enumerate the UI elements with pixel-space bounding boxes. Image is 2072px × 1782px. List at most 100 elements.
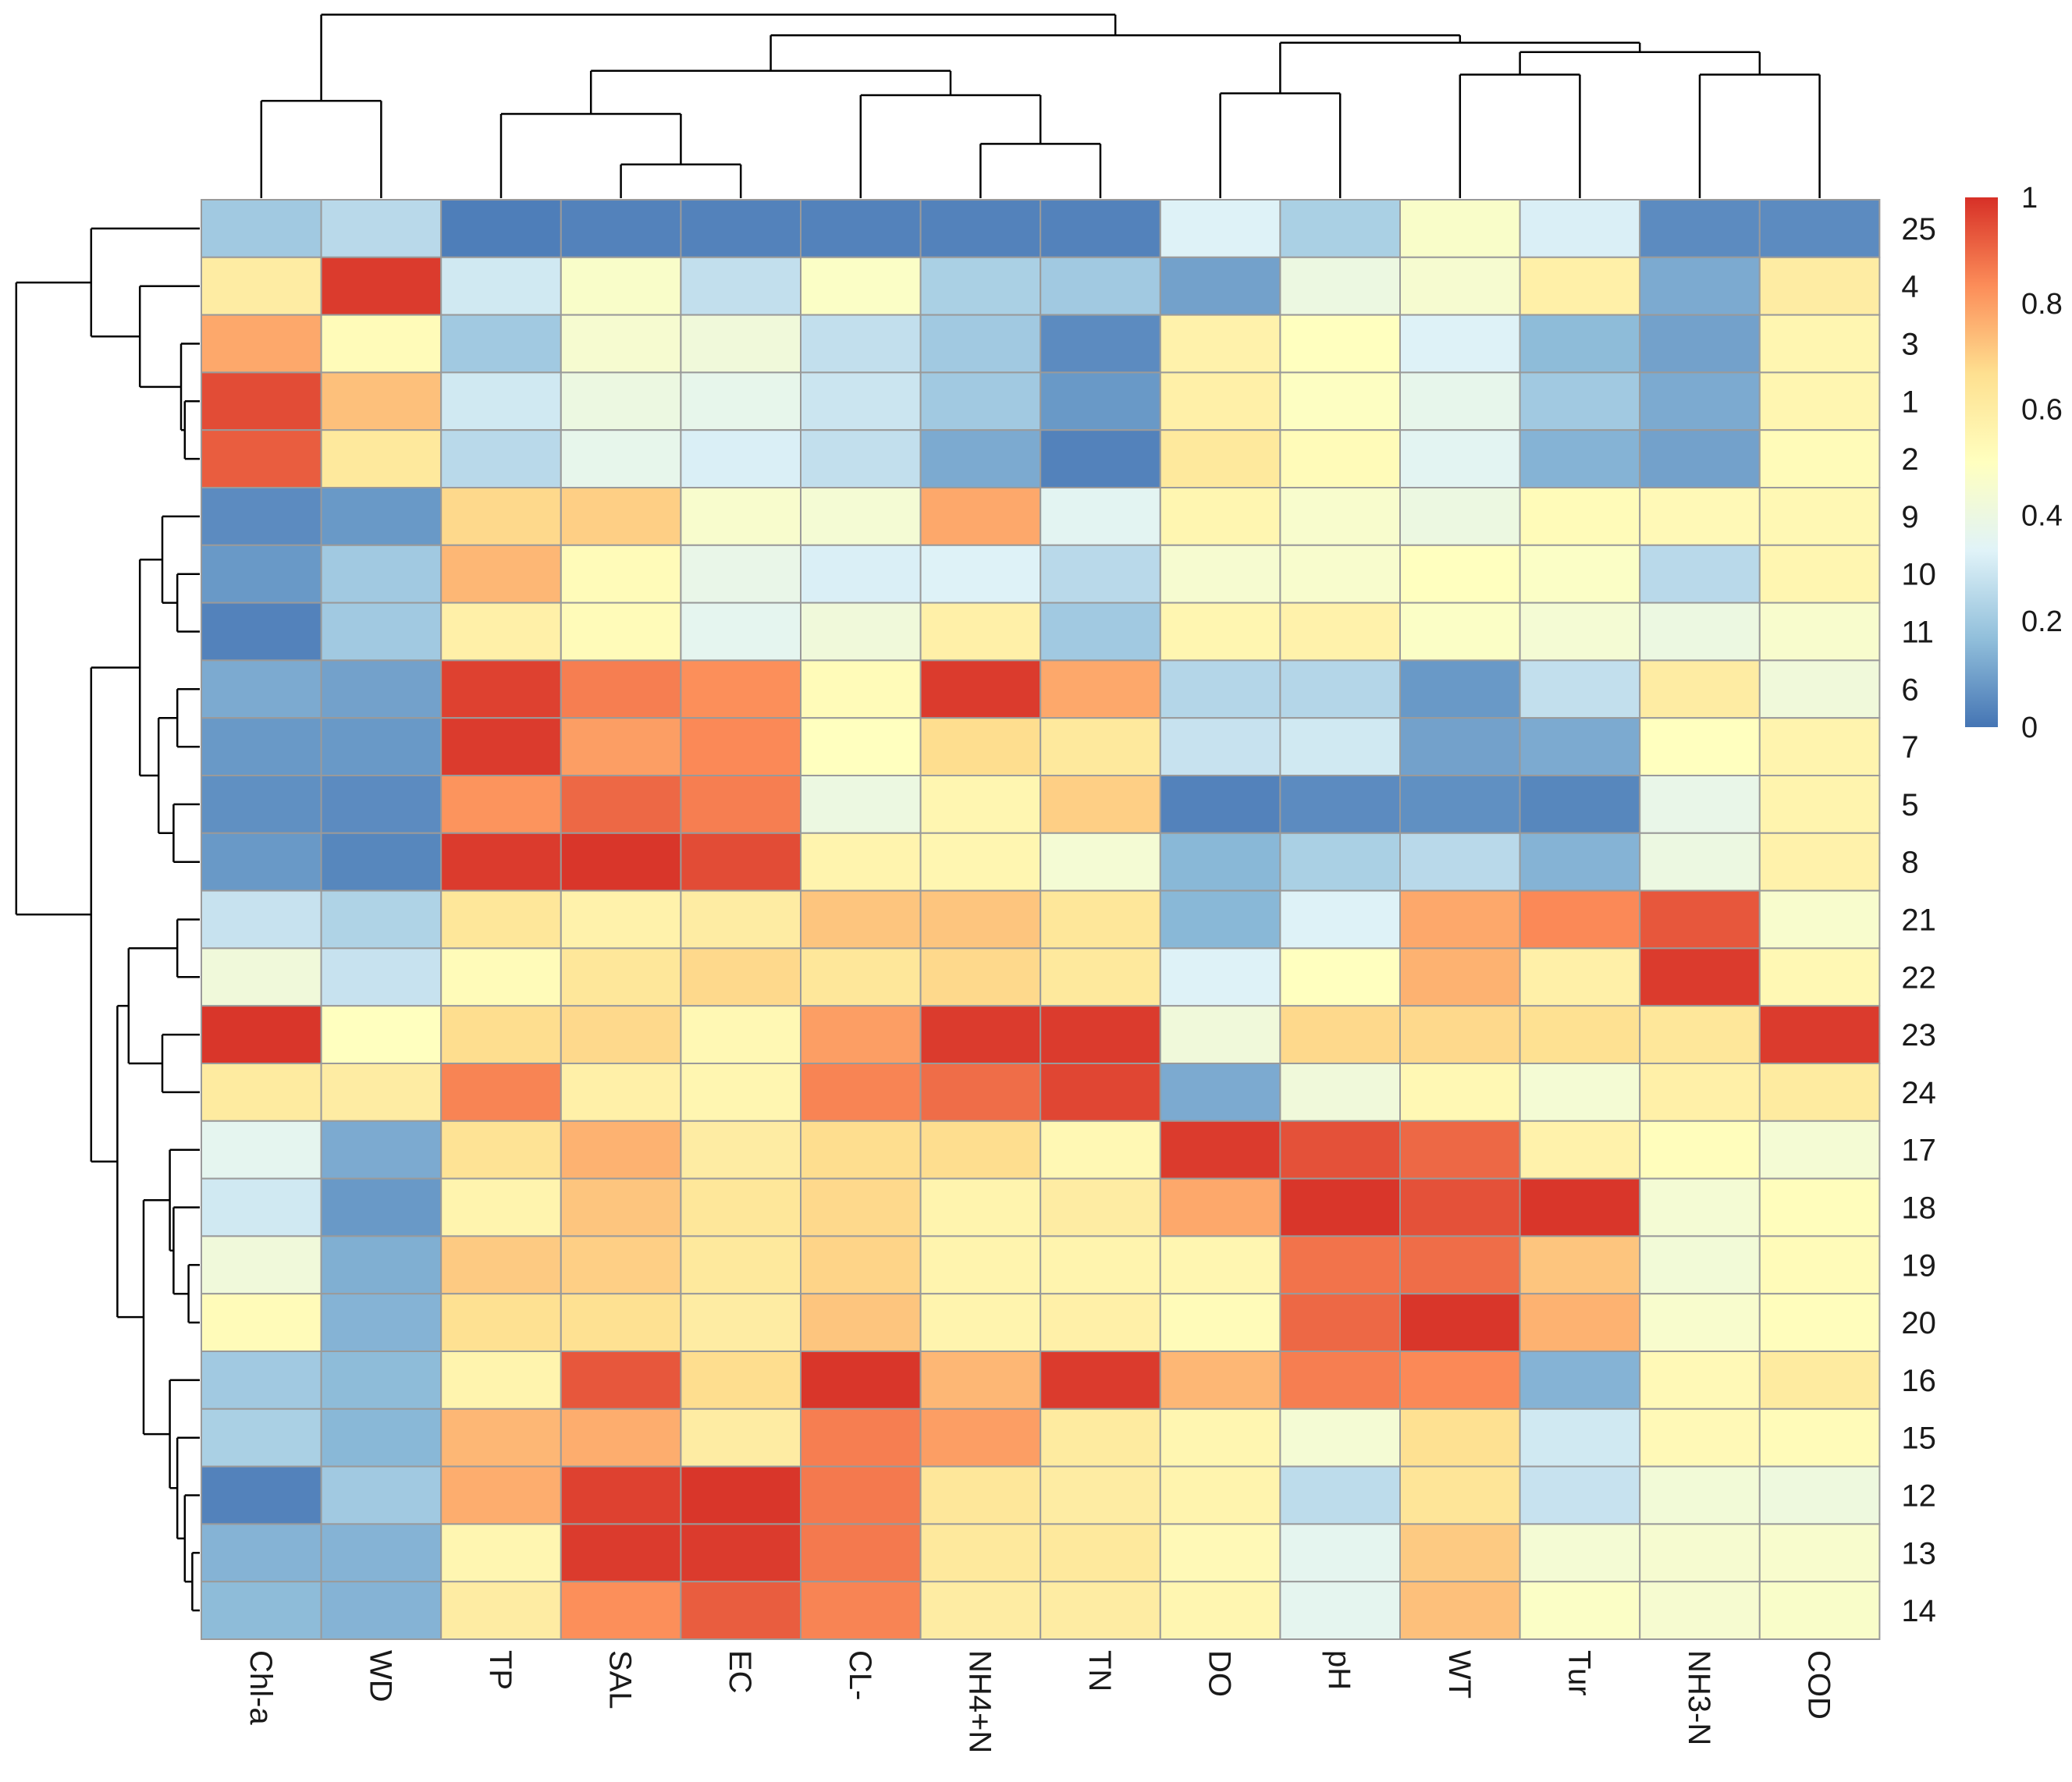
heatmap-cell-10-NH3-N: [1639, 544, 1761, 604]
heatmap-cell-12-SAL: [560, 1465, 682, 1525]
heatmap-cell-3-DO: [1159, 314, 1281, 374]
heatmap-cell-2-NH4+N: [919, 429, 1042, 489]
heatmap-cell-3-TP: [440, 314, 562, 374]
heatmap-cell-22-NH4+N: [919, 947, 1042, 1007]
heatmap-cell-12-DO: [1159, 1465, 1281, 1525]
heatmap-cell-3-WT: [1399, 314, 1521, 374]
heatmap-cell-22-Chl-a: [201, 947, 322, 1007]
heatmap-cell-6-NH3-N: [1639, 659, 1761, 719]
row-label-22: 22: [1901, 960, 1936, 995]
heatmap-cell-13-COD: [1758, 1523, 1881, 1583]
heatmap-cell-6-NH4+N: [919, 659, 1042, 719]
row-label-24: 24: [1901, 1076, 1936, 1110]
column-label-Chl-a: Chl-a: [243, 1650, 278, 1725]
heatmap-cell-25-TP: [440, 199, 562, 258]
row-label-20: 20: [1901, 1306, 1936, 1340]
heatmap-cell-24-Chl-a: [201, 1063, 322, 1122]
row-label-9: 9: [1901, 500, 1918, 534]
heatmap-cell-3-SAL: [560, 314, 682, 374]
heatmap-cell-4-DO: [1159, 256, 1281, 316]
heatmap-cell-19-EC: [680, 1235, 802, 1295]
heatmap-cell-16-COD: [1758, 1351, 1881, 1410]
heatmap-cell-12-pH: [1279, 1465, 1402, 1525]
heatmap-cell-10-CL-: [800, 544, 922, 604]
heatmap-cell-1-EC: [680, 371, 802, 431]
heatmap-cell-9-COD: [1758, 487, 1881, 546]
column-dendrogram: [260, 13, 1821, 198]
heatmap-cell-3-CL-: [800, 314, 922, 374]
heatmap-cell-22-EC: [680, 947, 802, 1007]
heatmap-cell-5-WT: [1399, 775, 1521, 834]
heatmap-cell-16-WT: [1399, 1351, 1521, 1410]
heatmap-cell-20-pH: [1279, 1293, 1402, 1352]
heatmap-cell-21-COD: [1758, 889, 1881, 950]
heatmap-cell-15-Chl-a: [201, 1407, 322, 1468]
heatmap-cell-7-TP: [440, 717, 562, 777]
heatmap-cell-17-NH3-N: [1639, 1120, 1761, 1180]
heatmap-cell-25-Tur: [1519, 199, 1641, 258]
heatmap-cell-7-EC: [680, 717, 802, 777]
heatmap-cell-24-NH3-N: [1639, 1063, 1761, 1122]
heatmap-cell-11-NH3-N: [1639, 602, 1761, 662]
heatmap-cell-22-TN: [1040, 947, 1161, 1007]
heatmap-cell-13-NH3-N: [1639, 1523, 1761, 1583]
heatmap-cell-7-DO: [1159, 717, 1281, 777]
heatmap-cell-14-pH: [1279, 1581, 1402, 1640]
heatmap-cell-17-Tur: [1519, 1120, 1641, 1180]
heatmap-cell-16-TP: [440, 1351, 562, 1410]
heatmap-cell-1-COD: [1758, 371, 1881, 431]
heatmap-cell-2-Tur: [1519, 429, 1641, 489]
heatmap-cell-24-NH4+N: [919, 1063, 1042, 1122]
heatmap-cell-25-CL-: [800, 199, 922, 258]
heatmap-cell-4-NH4+N: [919, 256, 1042, 316]
heatmap-cell-2-SAL: [560, 429, 682, 489]
heatmap-cell-5-TP: [440, 775, 562, 834]
heatmap-cell-1-pH: [1279, 371, 1402, 431]
heatmap-cell-14-NH4+N: [919, 1581, 1042, 1640]
heatmap-cell-21-TP: [440, 889, 562, 950]
heatmap-cell-3-NH3-N: [1639, 314, 1761, 374]
heatmap-cell-21-NH4+N: [919, 889, 1042, 950]
heatmap-cell-7-WD: [320, 717, 442, 777]
heatmap-cell-1-CL-: [800, 371, 922, 431]
heatmap-cell-14-TN: [1040, 1581, 1161, 1640]
heatmap-cell-6-COD: [1758, 659, 1881, 719]
heatmap-cell-10-COD: [1758, 544, 1881, 604]
heatmap-cell-18-COD: [1758, 1177, 1881, 1237]
heatmap-cell-23-WT: [1399, 1005, 1521, 1064]
heatmap-cell-11-Chl-a: [201, 602, 322, 662]
row-label-8: 8: [1901, 846, 1918, 880]
heatmap-cell-11-pH: [1279, 602, 1402, 662]
heatmap-cell-12-WD: [320, 1465, 442, 1525]
heatmap-cell-6-EC: [680, 659, 802, 719]
colorbar: [1965, 197, 1998, 727]
heatmap-cell-3-EC: [680, 314, 802, 374]
row-label-14: 14: [1901, 1594, 1936, 1628]
row-label-15: 15: [1901, 1422, 1936, 1456]
heatmap-cell-10-pH: [1279, 544, 1402, 604]
heatmap-cell-17-COD: [1758, 1120, 1881, 1180]
column-label-TP: TP: [483, 1650, 517, 1690]
heatmap-cell-19-Chl-a: [201, 1235, 322, 1295]
heatmap-cell-2-Chl-a: [201, 429, 322, 489]
heatmap-cell-18-SAL: [560, 1177, 682, 1237]
heatmap-cell-23-Tur: [1519, 1005, 1641, 1064]
heatmap-cell-17-DO: [1159, 1120, 1281, 1180]
heatmap-cell-23-NH4+N: [919, 1005, 1042, 1064]
heatmap-cell-7-Tur: [1519, 717, 1641, 777]
heatmap-cell-24-WD: [320, 1063, 442, 1122]
heatmap-cell-24-COD: [1758, 1063, 1881, 1122]
heatmap-cell-9-EC: [680, 487, 802, 546]
heatmap-cell-3-Tur: [1519, 314, 1641, 374]
heatmap-cell-11-TP: [440, 602, 562, 662]
heatmap-cell-9-CL-: [800, 487, 922, 546]
heatmap-cell-13-TN: [1040, 1523, 1161, 1583]
heatmap-cell-25-TN: [1040, 199, 1161, 258]
heatmap-cell-1-SAL: [560, 371, 682, 431]
heatmap-cell-25-WD: [320, 199, 442, 258]
heatmap-cell-2-NH3-N: [1639, 429, 1761, 489]
heatmap-cell-6-pH: [1279, 659, 1402, 719]
heatmap-cell-19-pH: [1279, 1235, 1402, 1295]
heatmap-cell-19-CL-: [800, 1235, 922, 1295]
